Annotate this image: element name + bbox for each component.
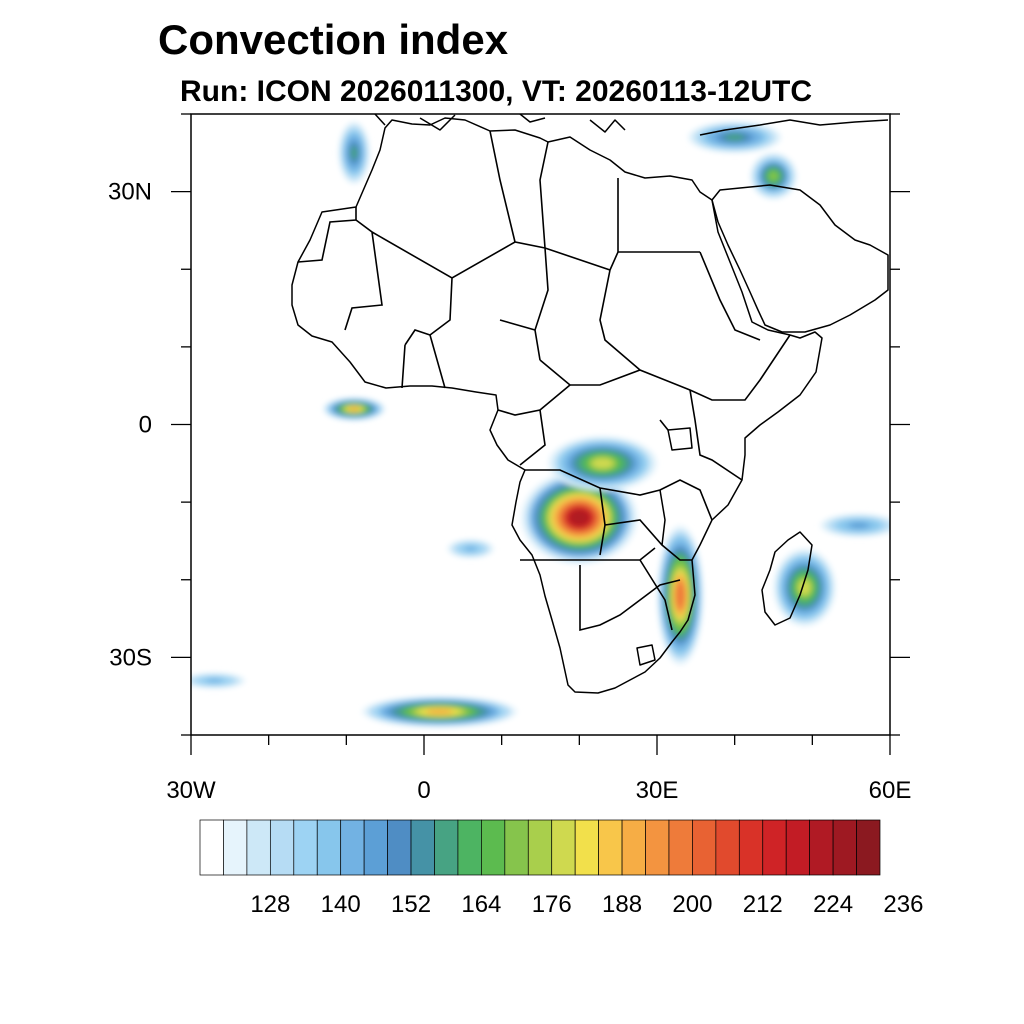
lon-label: 30E: [636, 777, 679, 804]
map-area: [171, 113, 910, 755]
axis-ticks: [171, 113, 910, 755]
colorbar-swatch: [504, 819, 529, 876]
convection-contour: [769, 172, 778, 181]
africa-coastline: [291, 117, 823, 694]
convection-cell-mediterranean-east: [688, 121, 782, 153]
colorbar-swatch: [246, 819, 271, 876]
colorbar-swatch: [809, 819, 834, 876]
lat-label: 30N: [108, 179, 152, 206]
colorbar-swatch: [738, 819, 764, 876]
colorbar-swatch: [363, 819, 388, 876]
convection-cell-sw-atlantic: [191, 672, 246, 689]
convection-contour: [569, 509, 590, 526]
convection-contour: [348, 406, 360, 412]
convection-contour: [425, 708, 454, 715]
colorbar-swatch: [668, 819, 693, 876]
convection-cell-south-atlantic: [361, 696, 518, 728]
colorbar-label: 164: [461, 891, 501, 918]
map-background: [191, 114, 890, 735]
colorbar-label: 212: [743, 891, 783, 918]
colorbar-swatch: [762, 819, 787, 876]
colorbar-swatch: [269, 819, 295, 876]
lat-label: 30S: [109, 644, 152, 671]
lon-label: 60E: [869, 777, 912, 804]
convection-contour: [593, 458, 613, 469]
colorbar: 128 140 152 164 176 188 200 212 224 236: [199, 819, 923, 918]
coastline-layer: [291, 114, 889, 694]
lat-label: 0: [139, 412, 152, 439]
lake-victoria: [667, 427, 693, 451]
lon-label: 30W: [166, 777, 216, 804]
page-subtitle: Run: ICON 2026011300, VT: 20260113-12UTC: [180, 75, 812, 108]
colorbar-label: 224: [813, 891, 853, 918]
convection-contour: [351, 147, 357, 159]
colorbar-swatch: [785, 819, 811, 876]
convection-cell-gulf-guinea: [323, 397, 386, 421]
convection-cell-arabia: [750, 152, 797, 200]
colorbar-label: 128: [250, 891, 290, 918]
colorbar-swatch: [692, 819, 717, 876]
longitude-labels: 30W 0 30E 60E: [166, 777, 911, 804]
arabia-coastline: [711, 184, 889, 333]
colorbar-label: 188: [602, 891, 642, 918]
colorbar-swatch: [574, 819, 599, 876]
latitude-labels: 30N 0 30S: [108, 179, 152, 672]
colorbar-swatch: [598, 819, 623, 876]
convection-contour: [850, 522, 868, 528]
colorbar-swatch: [199, 819, 224, 876]
page-title: Convection index: [158, 16, 509, 63]
colorbar-swatch: [551, 819, 576, 876]
convection-cell-indian-ocean: [820, 513, 890, 538]
colorbar-swatch: [856, 819, 881, 876]
europe-coastline: [374, 114, 889, 136]
lake-malawi: [659, 489, 666, 546]
madagascar-coastline: [761, 531, 813, 626]
convection-contour: [726, 134, 744, 141]
colorbar-label: 176: [532, 891, 572, 918]
colorbar-swatch: [457, 819, 482, 876]
lesotho-border: [636, 644, 656, 666]
colorbar-swatch: [527, 819, 553, 876]
colorbar-swatch: [410, 819, 435, 876]
colorbar-swatch: [715, 819, 740, 876]
convection-cell-angola-zambia: [521, 471, 638, 565]
lon-label: 0: [417, 777, 430, 804]
colorbar-label: 140: [321, 891, 361, 918]
country-borders-central: [497, 384, 743, 632]
colorbar-swatch: [434, 819, 459, 876]
colorbar-label: 236: [883, 891, 923, 918]
colorbar-label: 200: [672, 891, 712, 918]
convection-cell-congo: [548, 436, 658, 491]
colorbar-swatch: [832, 819, 857, 876]
colorbar-swatch: [293, 819, 318, 876]
colorbar-swatch: [481, 819, 506, 876]
border-layer: [297, 130, 791, 632]
colorbar-swatch: [645, 819, 670, 876]
convection-contour: [676, 583, 685, 608]
convection-contour: [207, 678, 222, 683]
colorbar-swatch: [223, 819, 248, 876]
convection-contour: [465, 546, 476, 551]
colorbar-swatch: [387, 819, 412, 876]
convection-cell-madagascar: [773, 548, 836, 627]
colorbar-swatch: [340, 819, 365, 876]
colorbar-swatch: [621, 819, 646, 876]
convection-cell-morocco: [338, 121, 370, 184]
country-borders-north: [297, 130, 791, 401]
colorbar-label: 152: [391, 891, 431, 918]
convection-cell-tropical-atlantic: [447, 539, 494, 559]
colorbar-swatch: [316, 819, 342, 876]
